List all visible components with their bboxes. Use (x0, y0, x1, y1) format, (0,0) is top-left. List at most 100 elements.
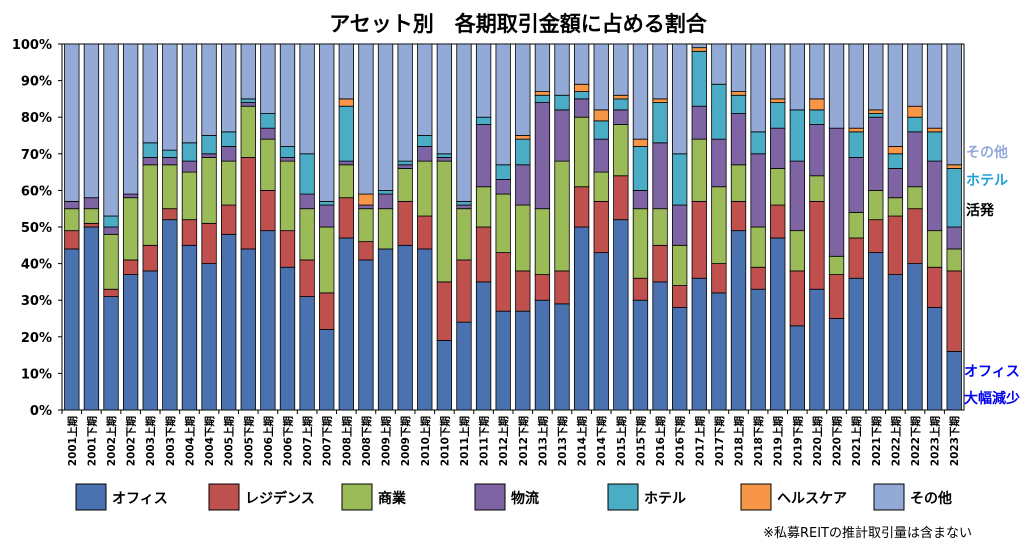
bar-segment (338, 160, 354, 166)
bar-segment (848, 277, 864, 411)
bar-segment (299, 259, 315, 297)
bar-segment (613, 94, 629, 100)
bar-segment (887, 274, 904, 411)
bar-segment (613, 43, 629, 96)
bar-segment (534, 299, 551, 411)
x-tick-label: 2006下期 (282, 416, 295, 466)
bar-segment (926, 131, 943, 162)
x-tick-label: 2015上期 (615, 416, 628, 466)
bar-segment (652, 98, 668, 103)
bar-segment (162, 43, 178, 151)
bar-segment (907, 263, 923, 411)
bar-segment (495, 164, 511, 180)
bar-segment (397, 160, 413, 166)
bar-segment (770, 168, 786, 206)
bar-segment (672, 244, 688, 286)
bar-segment (868, 116, 884, 191)
bar-segment (456, 259, 472, 323)
bar-segment (201, 222, 217, 264)
bar-segment (240, 102, 256, 107)
bar-segment (573, 43, 590, 85)
bar-segment (515, 135, 531, 140)
legend: オフィス レジデンス 商業 物流 ホテル ヘルスケア その他 (75, 483, 952, 511)
bar-segment (534, 208, 551, 275)
bar-segment (240, 43, 256, 100)
bar-segment (809, 175, 825, 202)
bar-segment (887, 146, 904, 155)
bar-segment (358, 208, 374, 243)
bar-segment (142, 164, 158, 246)
bar-segment (809, 200, 825, 290)
x-tick-label: 2010上期 (419, 416, 432, 466)
bar-segment (319, 292, 335, 330)
bar-segment (279, 43, 296, 147)
bar-segment (711, 138, 727, 188)
bar-segment (122, 197, 139, 261)
bar-segment (691, 277, 707, 411)
bar-segment (828, 274, 845, 319)
bar-segment (122, 193, 139, 199)
bar-segment (181, 142, 198, 162)
bar-segment (809, 98, 825, 111)
bar-segment (358, 204, 374, 210)
x-tick-label: 2020下期 (831, 416, 844, 466)
bar-segment (181, 244, 198, 411)
bar-segment (240, 157, 256, 250)
bar-segment (338, 237, 354, 411)
x-tick-label: 2002下期 (125, 416, 138, 466)
bar-segment (64, 200, 80, 210)
y-tick-label: 80% (21, 111, 52, 126)
bar-segment (103, 296, 119, 411)
bar-segment (907, 186, 923, 210)
bar-segment (554, 43, 570, 96)
bar-segment (770, 43, 786, 100)
bar-segment (358, 241, 374, 261)
bar-segment (868, 43, 884, 111)
bar-segment (691, 200, 707, 279)
bar-segment (260, 43, 276, 114)
x-tick-label: 2013下期 (556, 416, 569, 466)
y-tick-label: 10% (21, 367, 52, 382)
bar-segment (907, 105, 923, 118)
bar-segment (122, 274, 139, 411)
bar-segment (652, 43, 668, 100)
bar-segment (593, 200, 609, 254)
bar-segment (946, 270, 962, 352)
bar-segment (103, 43, 119, 217)
bar-segment (103, 215, 119, 228)
bar-segment (554, 303, 570, 411)
bar-segment (907, 43, 923, 107)
bar-segment (789, 43, 805, 111)
bar-segment (515, 164, 531, 206)
bar-segment (730, 43, 747, 92)
bar-segment (260, 138, 276, 191)
y-tick-label: 30% (21, 294, 52, 309)
bar-segment (377, 189, 394, 195)
legend-swatch (208, 483, 240, 511)
bar-segment (632, 189, 649, 210)
bar-segment (848, 157, 864, 213)
bar-segment (632, 146, 649, 191)
bar-segment (573, 186, 590, 228)
bar-segment (730, 230, 747, 411)
bar-segment (162, 219, 178, 411)
x-tick-label: 2016上期 (654, 416, 667, 466)
bar-segment (221, 43, 237, 133)
bar-segment (593, 120, 609, 140)
bar-segment (181, 160, 198, 173)
bar-segment (868, 113, 884, 118)
bar-segment (632, 208, 649, 279)
bar-segment (279, 160, 296, 232)
bar-segment (397, 200, 413, 246)
bar-segment (181, 219, 198, 246)
bar-segment (260, 189, 276, 232)
bar-segment (887, 215, 904, 275)
bar-segment (495, 252, 511, 312)
bar-segment (711, 263, 727, 294)
bar-segment (417, 215, 433, 250)
bar-segment (770, 102, 786, 129)
annotation-label: 活発 (966, 202, 995, 219)
legend-label: 商業 (378, 490, 407, 507)
bar-segment (319, 43, 335, 202)
bar-segment (573, 226, 590, 411)
